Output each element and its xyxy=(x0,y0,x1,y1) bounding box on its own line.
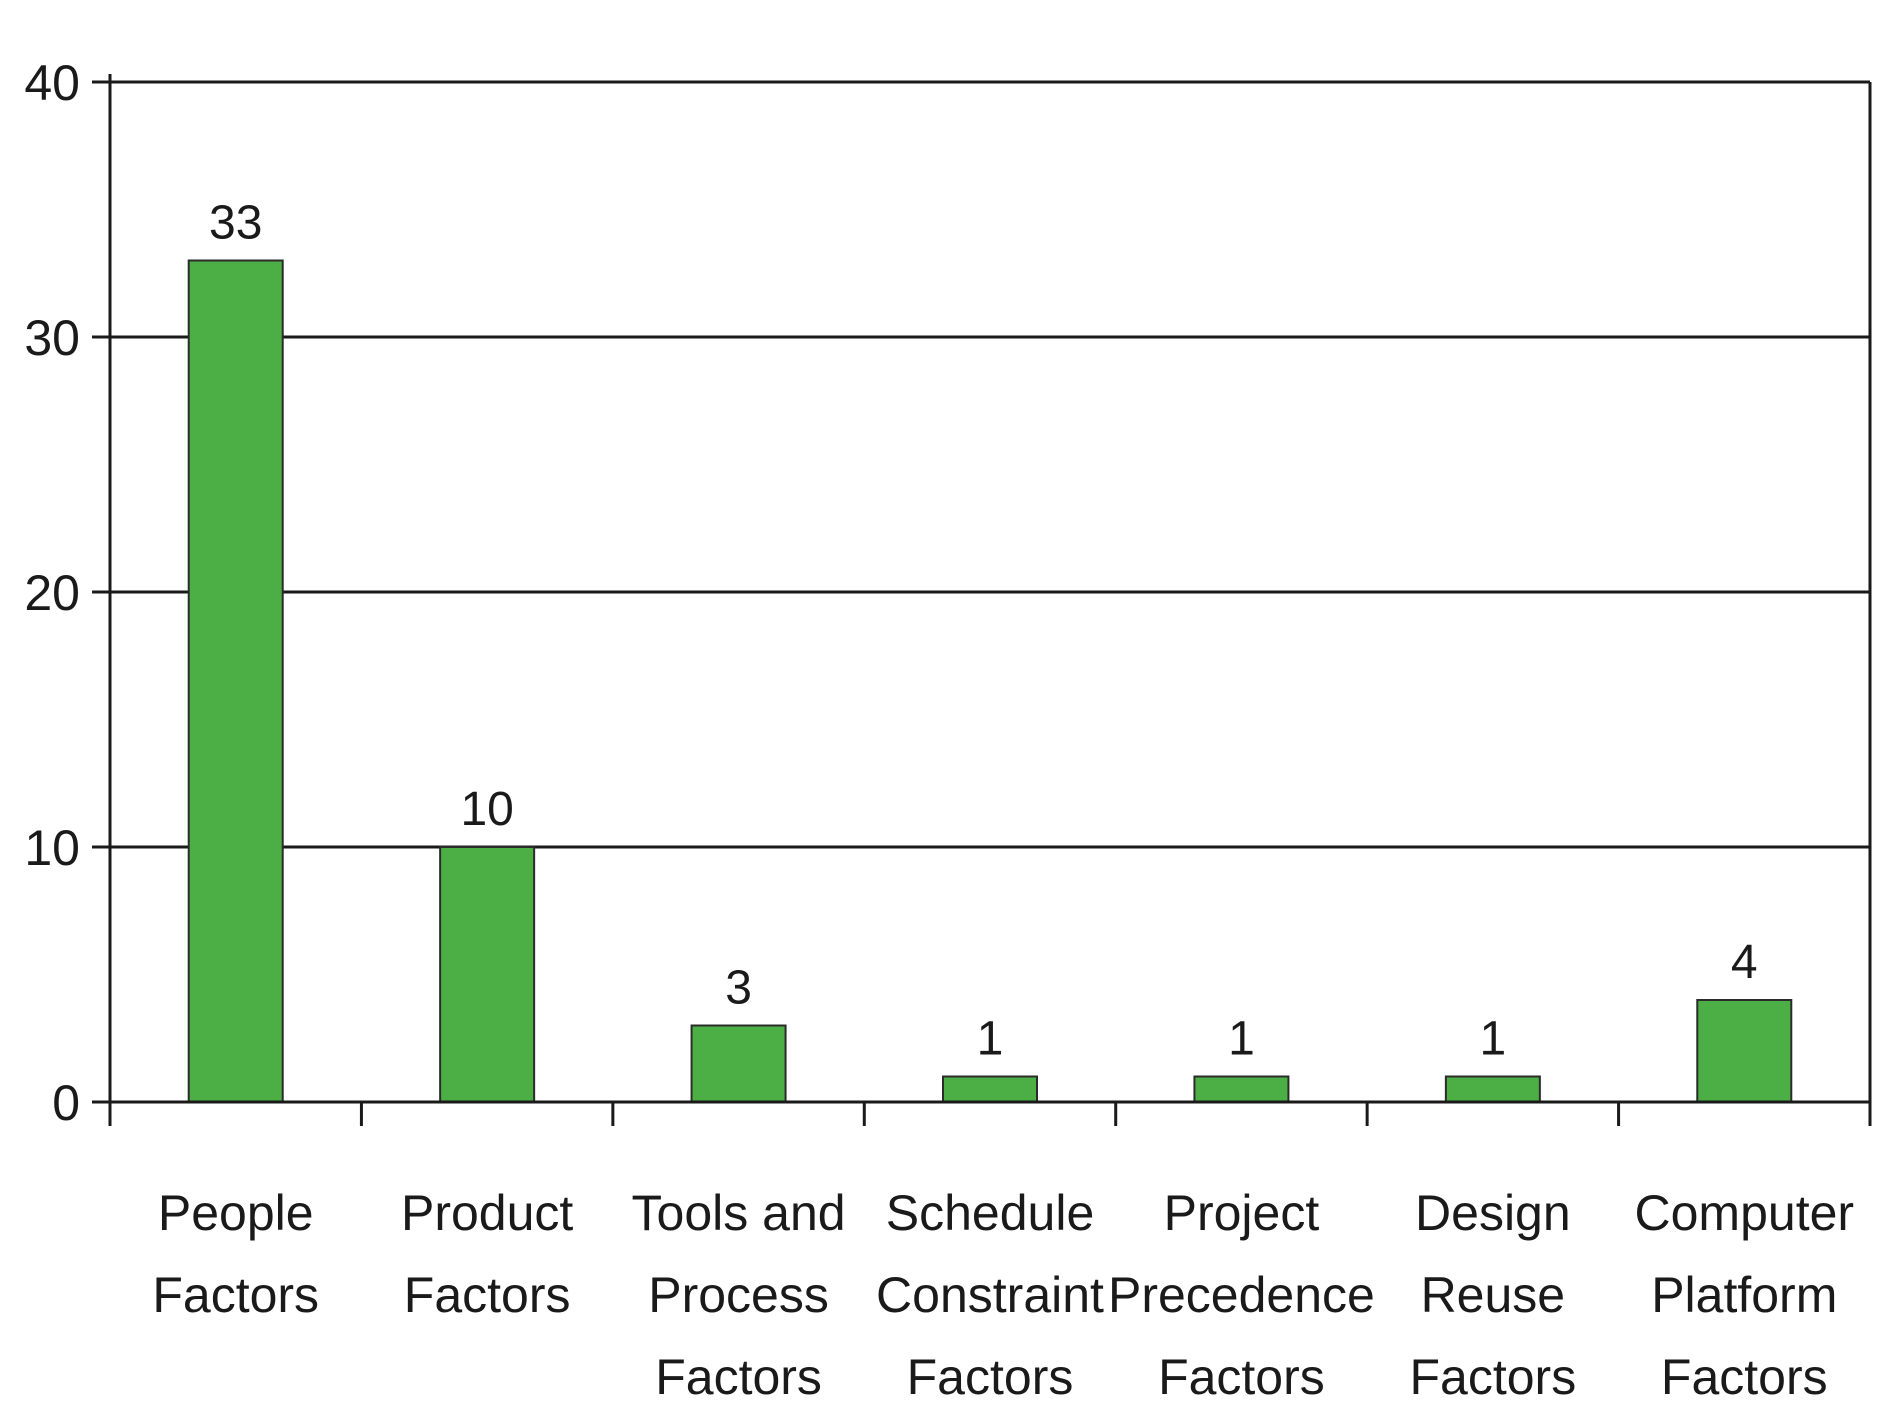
x-axis-category-labels: People Factors Product Factors Tools and Proc… xyxy=(152,1185,1854,1405)
y-tick-label-40: 40 xyxy=(24,55,80,111)
category-label-6: Computer Platform Factors xyxy=(1635,1185,1855,1405)
bar-3 xyxy=(942,1075,1038,1103)
category-label-2-line-1: Process xyxy=(648,1267,829,1323)
category-label-1: Product Factors xyxy=(401,1185,573,1323)
data-label-0: 33 xyxy=(209,197,262,250)
category-label-2-line-2: Factors xyxy=(655,1349,822,1405)
category-label-5-line-2: Factors xyxy=(1410,1349,1577,1405)
category-label-4-line-1: Precedence xyxy=(1108,1267,1375,1323)
category-label-3-line-2: Factors xyxy=(907,1349,1074,1405)
data-labels: 33 10 3 1 1 1 4 xyxy=(209,197,1758,1066)
category-label-0: People Factors xyxy=(152,1185,319,1323)
bar-6 xyxy=(1696,999,1793,1103)
category-label-4-line-2: Factors xyxy=(1158,1349,1325,1405)
category-label-0-line-1: Factors xyxy=(152,1267,319,1323)
grid-lines xyxy=(92,80,1870,849)
bar-5 xyxy=(1444,1075,1541,1103)
axes xyxy=(92,74,1872,1126)
category-label-4: Project Precedence Factors xyxy=(1108,1185,1375,1405)
category-label-6-line-1: Platform xyxy=(1651,1267,1837,1323)
y-tick-label-0: 0 xyxy=(52,1075,80,1131)
y-tick-label-20: 20 xyxy=(24,565,80,621)
bars xyxy=(187,259,1793,1103)
category-label-5-line-1: Reuse xyxy=(1421,1267,1566,1323)
bar-1 xyxy=(439,846,536,1103)
category-label-5: Design Reuse Factors xyxy=(1410,1185,1577,1405)
bar-2 xyxy=(690,1024,787,1103)
category-label-3-line-1: Constraint xyxy=(876,1267,1104,1323)
data-label-5: 1 xyxy=(1480,1013,1507,1066)
data-label-4: 1 xyxy=(1228,1013,1255,1066)
category-label-1-line-1: Factors xyxy=(404,1267,571,1323)
category-label-5-line-0: Design xyxy=(1415,1185,1571,1241)
y-axis-tick-labels: 0 10 20 30 40 xyxy=(24,55,80,1131)
bar-0 xyxy=(187,259,284,1103)
data-label-2: 3 xyxy=(725,962,752,1015)
data-label-6: 4 xyxy=(1731,936,1758,989)
data-label-3: 1 xyxy=(977,1013,1004,1066)
category-label-3: Schedule Constraint Factors xyxy=(876,1185,1104,1405)
category-label-3-line-0: Schedule xyxy=(886,1185,1095,1241)
category-label-6-line-2: Factors xyxy=(1661,1349,1828,1405)
data-label-1: 10 xyxy=(460,783,513,836)
category-label-2-line-0: Tools and xyxy=(632,1185,846,1241)
bar-4 xyxy=(1193,1075,1290,1103)
category-label-6-line-0: Computer xyxy=(1635,1185,1855,1241)
category-label-4-line-0: Project xyxy=(1164,1185,1320,1241)
category-label-0-line-0: People xyxy=(158,1185,314,1241)
y-tick-label-30: 30 xyxy=(24,310,80,366)
category-label-1-line-0: Product xyxy=(401,1185,573,1241)
category-label-2: Tools and Process Factors xyxy=(632,1185,846,1405)
y-tick-label-10: 10 xyxy=(24,820,80,876)
